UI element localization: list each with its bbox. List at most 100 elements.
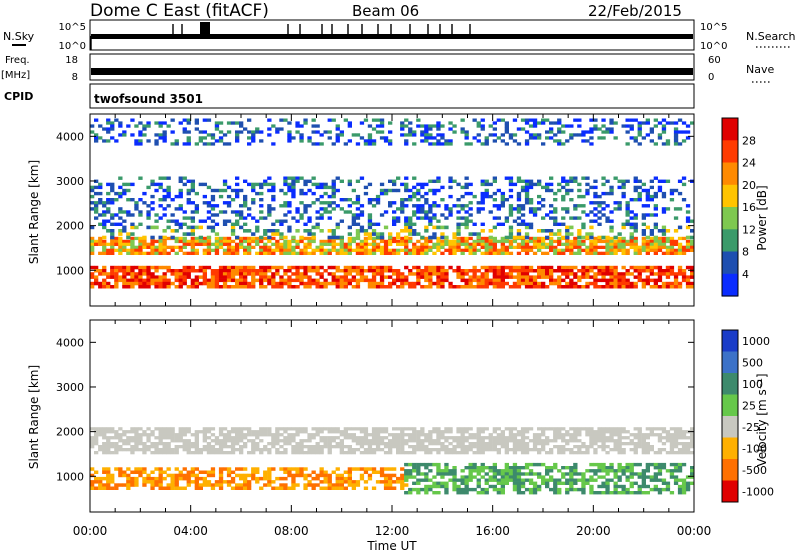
heatmap-cell	[549, 242, 554, 246]
heatmap-cell	[210, 272, 216, 276]
heatmap-cell	[685, 436, 691, 440]
heatmap-cell	[114, 118, 119, 122]
heatmap-cell	[452, 466, 457, 470]
heatmap-cell	[174, 219, 179, 223]
heatmap-cell	[263, 278, 268, 283]
heatmap-cell	[130, 275, 135, 279]
heatmap-cell	[428, 478, 433, 482]
heatmap-cell	[569, 475, 574, 479]
heatmap-cell	[275, 486, 280, 490]
heatmap-cell	[251, 285, 256, 289]
heatmap-cell	[468, 191, 473, 196]
heatmap-cell	[541, 118, 546, 122]
heatmap-cell	[154, 467, 159, 471]
heatmap-cell	[508, 469, 514, 473]
heatmap-cell	[259, 198, 264, 202]
heatmap-cell	[448, 245, 453, 249]
heatmap-cell	[685, 204, 691, 208]
heatmap-cell	[126, 213, 131, 217]
heatmap-cell	[255, 251, 260, 255]
heatmap-cell	[557, 251, 562, 255]
heatmap-cell	[488, 245, 493, 249]
heatmap-cell	[267, 245, 272, 249]
heatmap-cell	[255, 239, 260, 244]
heatmap-cell	[287, 201, 292, 205]
heatmap-cell	[528, 133, 534, 137]
heatmap-cell	[577, 188, 582, 193]
heatmap-cell	[146, 476, 151, 481]
heatmap-cell	[371, 278, 377, 283]
heatmap-cell	[569, 248, 574, 252]
heatmap-cell	[388, 248, 393, 252]
heatmap-cell	[230, 448, 236, 452]
heatmap-cell	[243, 433, 248, 437]
heatmap-cell	[605, 281, 610, 286]
heatmap-cell	[516, 481, 522, 485]
heatmap-cell	[520, 466, 526, 470]
heatmap-cell	[230, 121, 236, 125]
heatmap-cell	[158, 285, 163, 289]
heatmap-cell	[90, 436, 95, 440]
heatmap-cell	[516, 439, 522, 443]
heatmap-cell	[388, 476, 393, 481]
heatmap-cell	[645, 466, 650, 470]
heatmap-cell	[408, 445, 413, 449]
heatmap-cell	[545, 469, 550, 473]
heatmap-cell	[428, 127, 433, 131]
heatmap-cell	[621, 491, 626, 495]
heatmap-cell	[158, 281, 163, 286]
heatmap-cell	[267, 278, 272, 283]
heatmap-cell	[130, 248, 135, 252]
heatmap-cell	[102, 436, 107, 440]
heatmap-cell	[677, 462, 683, 467]
heatmap-cell	[98, 136, 103, 140]
heatmap-cell	[94, 436, 99, 440]
heatmap-cell	[645, 491, 650, 495]
heatmap-cell	[412, 272, 417, 276]
heatmap-cell	[597, 439, 602, 443]
heatmap-cell	[601, 235, 606, 240]
heatmap-cell	[239, 473, 244, 478]
heatmap-cell	[319, 436, 324, 440]
heatmap-cell	[444, 235, 449, 240]
heatmap-cell	[601, 285, 606, 289]
heatmap-cell	[516, 281, 522, 286]
heatmap-cell	[677, 442, 683, 446]
heatmap-cell	[528, 439, 534, 443]
heatmap-cell	[565, 466, 570, 470]
heatmap-cell	[476, 430, 481, 434]
heatmap-cell	[235, 219, 240, 223]
heatmap-cell	[424, 239, 429, 244]
heatmap-cell	[649, 232, 654, 236]
heatmap-cell	[291, 445, 296, 449]
heatmap-cell	[323, 486, 328, 490]
heatmap-cell	[456, 225, 461, 230]
heatmap-cell	[428, 462, 433, 467]
heatmap-cell	[480, 222, 485, 226]
heatmap-cell	[351, 427, 356, 431]
heatmap-cell	[621, 275, 626, 279]
heatmap-cell	[573, 275, 578, 279]
heatmap-cell	[400, 127, 405, 131]
heatmap-cell	[456, 236, 461, 241]
heatmap-cell	[541, 475, 546, 479]
heatmap-cell	[154, 448, 159, 452]
heatmap-cell	[162, 235, 167, 240]
heatmap-cell	[130, 483, 135, 487]
heatmap-cell	[557, 265, 562, 270]
heatmap-cell	[585, 188, 590, 193]
heatmap-cell	[677, 236, 683, 241]
heatmap-cell	[629, 127, 634, 131]
heatmap-cell	[436, 225, 441, 230]
heatmap-cell	[174, 451, 179, 455]
heatmap-cell	[532, 462, 538, 467]
heatmap-cell	[545, 439, 550, 443]
heatmap-cell	[472, 272, 477, 276]
y-tick-label: 1000	[56, 264, 84, 277]
heatmap-cell	[400, 198, 405, 202]
heatmap-cell	[218, 210, 224, 214]
heatmap-cell	[194, 239, 199, 244]
heatmap-cell	[661, 285, 667, 289]
heatmap-cell	[202, 236, 207, 241]
heatmap-cell	[154, 275, 159, 279]
